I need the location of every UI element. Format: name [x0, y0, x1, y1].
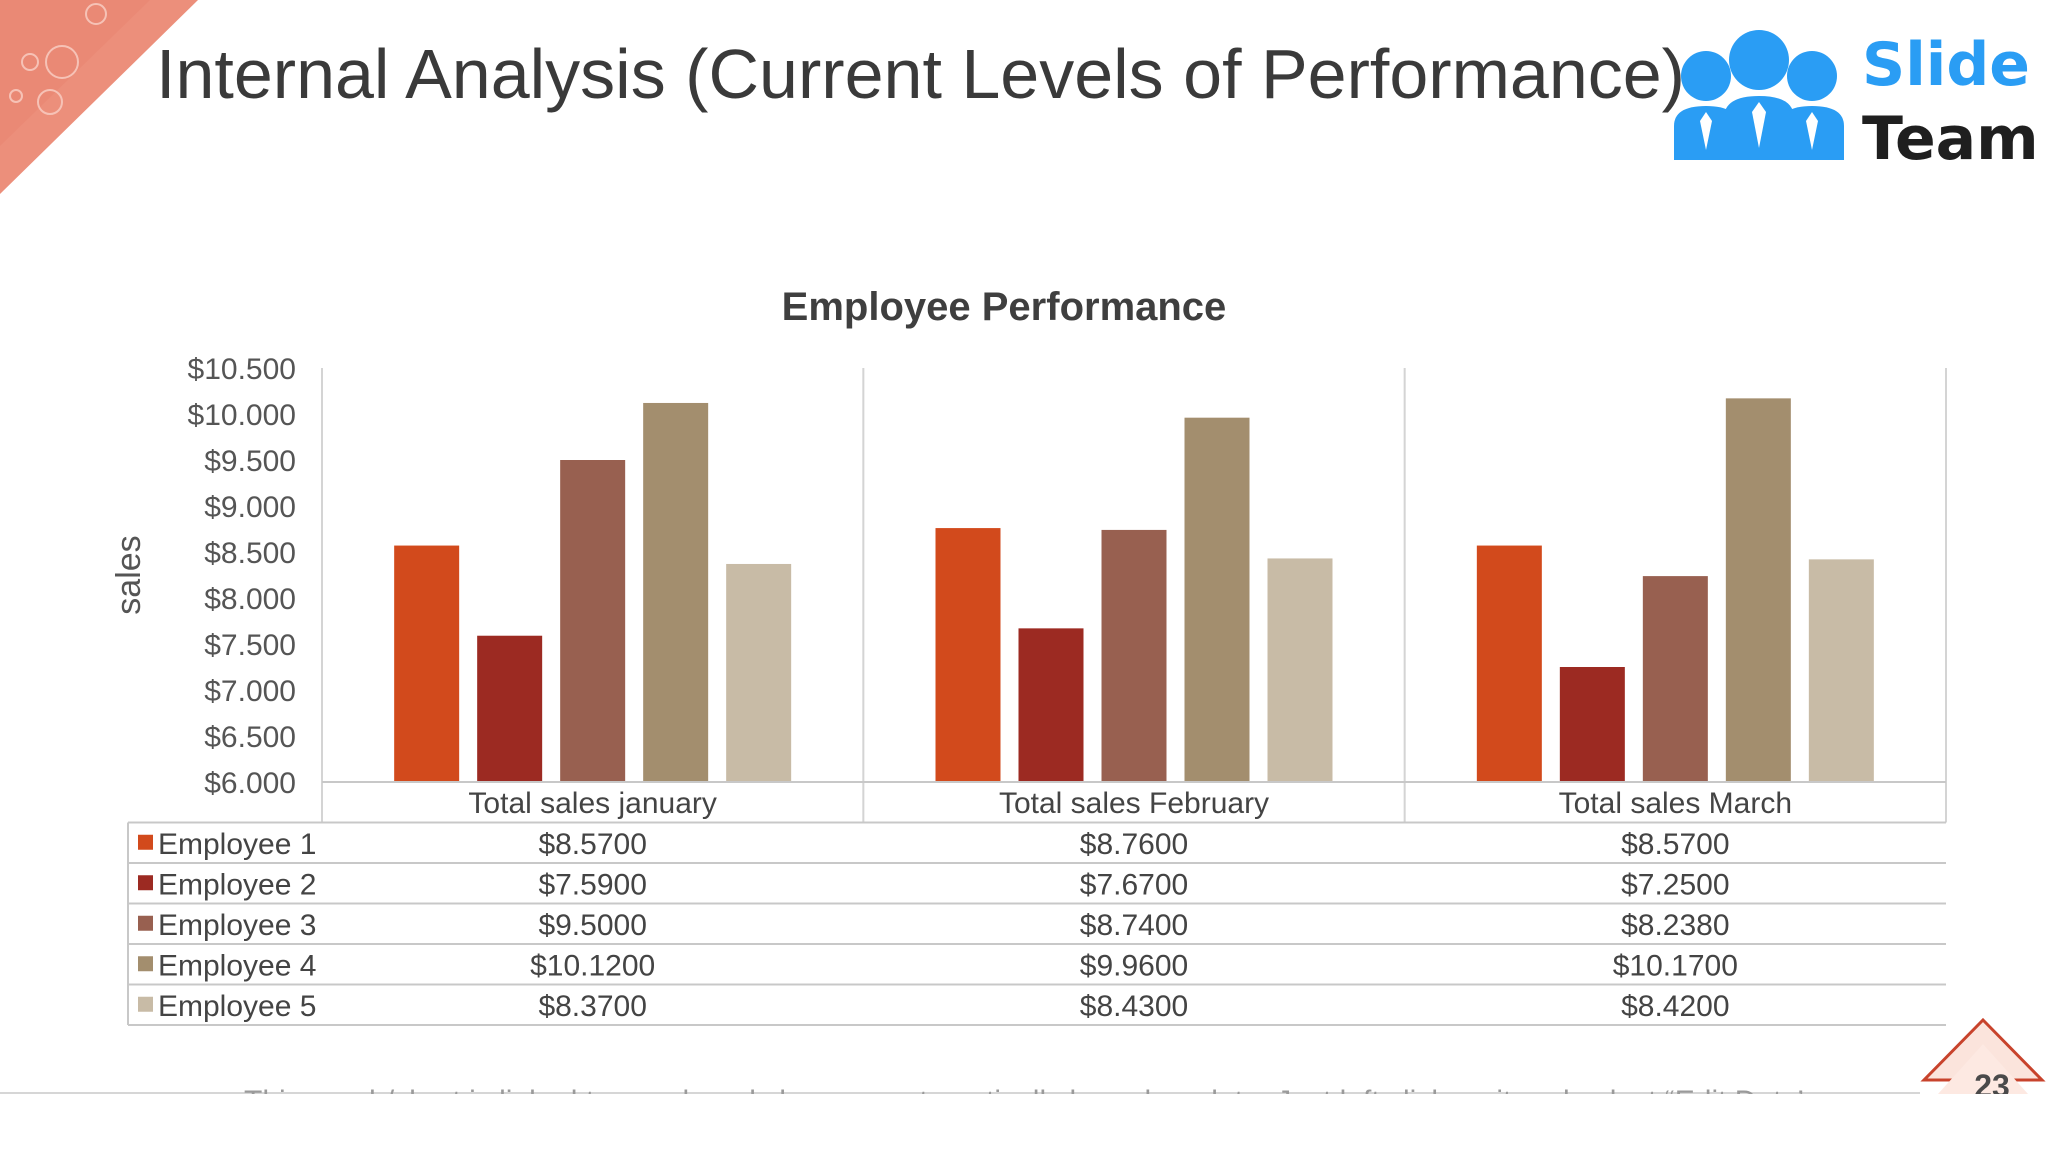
slide-team-logo: Slide Team	[1664, 26, 2039, 176]
data-label: $8.2380	[1621, 909, 1729, 942]
data-label: $10.1700	[1613, 949, 1738, 982]
x-tick-label: Total sales january	[468, 787, 716, 820]
bar-employee-1	[935, 528, 1001, 782]
data-label: $8.7400	[1080, 909, 1188, 942]
bar-employee-5	[1267, 558, 1333, 782]
y-axis-label: sales	[110, 535, 148, 614]
legend-swatch	[138, 875, 153, 891]
slide-title: Internal Analysis (Current Levels of Per…	[156, 35, 1685, 113]
legend-swatch	[138, 996, 153, 1012]
bar-employee-2	[1018, 628, 1084, 782]
data-label: $8.7600	[1080, 828, 1188, 861]
data-label: $7.6700	[1080, 868, 1188, 901]
bar-employee-4	[643, 402, 709, 782]
bar-employee-1	[394, 545, 460, 782]
y-tick-label: $6.000	[204, 767, 296, 800]
legend-swatch	[138, 915, 153, 931]
employee-performance-chart: Employee Performance sales $6.000 $6.500 $7.…	[110, 285, 1947, 1026]
data-label: $8.5700	[538, 828, 646, 861]
corner-decoration	[0, 0, 198, 194]
legend-label: Employee 4	[158, 949, 316, 982]
chart-title: Employee Performance	[782, 285, 1227, 329]
data-label: $7.2500	[1621, 868, 1729, 901]
y-tick-label: $9.000	[204, 491, 296, 524]
data-label: $8.4300	[1080, 990, 1188, 1023]
bar-employee-4	[1725, 398, 1791, 782]
x-tick-label: Total sales March	[1559, 787, 1792, 820]
y-tick-label: $10.500	[188, 353, 296, 386]
bar-employee-3	[560, 460, 626, 782]
y-tick-label: $6.500	[204, 721, 296, 754]
bar-employee-5	[1808, 559, 1874, 782]
y-tick-label: $7.000	[204, 675, 296, 708]
legend-label: Employee 1	[158, 828, 316, 861]
data-label: $9.9600	[1080, 949, 1188, 982]
data-label: $7.5900	[538, 868, 646, 901]
footer-mask	[1900, 1094, 2048, 1152]
y-tick-label: $9.500	[204, 445, 296, 478]
y-tick-label: $7.500	[204, 629, 296, 662]
y-tick-label: $10.000	[188, 399, 296, 432]
logo-text-team: Team	[1862, 104, 2039, 174]
legend-label: Employee 5	[158, 990, 316, 1023]
data-label: $8.4200	[1621, 990, 1729, 1023]
legend-label: Employee 3	[158, 909, 316, 942]
bar-employee-5	[726, 563, 792, 782]
x-tick-label: Total sales February	[999, 787, 1269, 820]
bar-employee-3	[1642, 576, 1708, 782]
bar-employee-4	[1184, 417, 1250, 782]
data-label: $8.3700	[538, 990, 646, 1023]
bar-employee-2	[1559, 667, 1625, 782]
y-tick-label: $8.500	[204, 537, 296, 570]
data-label: $10.1200	[530, 949, 655, 982]
legend-swatch	[138, 956, 153, 972]
page-number-badge	[1920, 1017, 2046, 1094]
data-label: $8.5700	[1621, 828, 1729, 861]
y-tick-label: $8.000	[204, 583, 296, 616]
data-label: $9.5000	[538, 909, 646, 942]
footer-note: This graph/chart is linked to excel, and…	[244, 1080, 1804, 1094]
legend-label: Employee 2	[158, 868, 316, 901]
bar-employee-2	[477, 635, 543, 782]
logo-text-slide: Slide	[1862, 30, 2030, 100]
legend-swatch	[138, 834, 153, 850]
bar-employee-1	[1476, 545, 1542, 782]
bar-employee-3	[1101, 529, 1167, 782]
people-group-icon	[1674, 30, 1844, 160]
footer-divider	[0, 1092, 1920, 1094]
